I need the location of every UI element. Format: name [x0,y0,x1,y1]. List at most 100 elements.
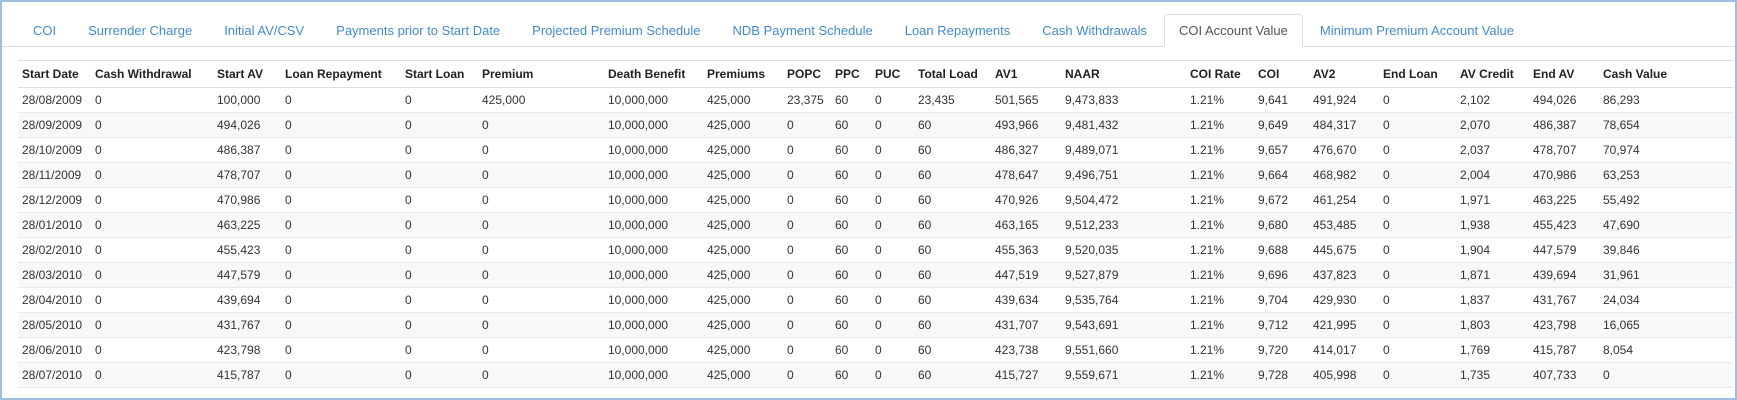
column-header-end-av: End AV [1529,60,1599,88]
cell: 31,961 [1599,262,1733,288]
cell: 425,000 [703,262,783,288]
cell: 447,579 [1529,237,1599,263]
cell: 470,926 [991,187,1061,213]
cell: 455,423 [1529,212,1599,238]
cell: 455,363 [991,237,1061,263]
cell: 9,481,432 [1061,112,1186,138]
cell: 0 [401,137,478,163]
cell: 0 [478,262,604,288]
cell: 10,000,000 [604,137,703,163]
table-header-row: Start Date Cash Withdrawal Start AV Loan Re… [18,60,1733,88]
cell: 0 [478,337,604,363]
tab-ndb-payment-schedule[interactable]: NDB Payment Schedule [732,23,873,38]
cell: 1.21% [1186,262,1254,288]
cell: 0 [91,212,213,238]
cell: 0 [871,262,914,288]
cell: 28/12/2009 [18,187,91,213]
table-row: 28/01/2010 0 463,225 0 0 0 10,000,000 425,000 0 6… [18,212,1733,238]
cell: 463,165 [991,212,1061,238]
cell: 491,924 [1309,87,1379,113]
cell: 0 [401,262,478,288]
tab-cash-withdrawals[interactable]: Cash Withdrawals [1042,23,1147,38]
cell: 453,485 [1309,212,1379,238]
cell: 0 [871,187,914,213]
cell: 0 [281,262,401,288]
cell: 10,000,000 [604,287,703,313]
column-header-av-credit: AV Credit [1456,60,1529,88]
table-row: 28/10/2009 0 486,387 0 0 0 10,000,000 425,000 0 6… [18,137,1733,163]
cell: 0 [1379,187,1456,213]
cell: 60 [831,162,871,188]
column-header-coi: COI [1254,60,1309,88]
cell: 1,871 [1456,262,1529,288]
cell: 494,026 [1529,87,1599,113]
cell: 0 [91,237,213,263]
cell: 9,680 [1254,212,1309,238]
cell: 486,327 [991,137,1061,163]
cell: 60 [914,237,991,263]
cell: 1.21% [1186,212,1254,238]
cell: 16,065 [1599,312,1733,338]
cell: 9,504,472 [1061,187,1186,213]
cell: 60 [831,262,871,288]
tab-initial-av-csv[interactable]: Initial AV/CSV [224,23,305,38]
cell: 1,904 [1456,237,1529,263]
tab-minimum-premium-account-value[interactable]: Minimum Premium Account Value [1319,23,1514,38]
cell: 0 [478,162,604,188]
tab-surrender-charge[interactable]: Surrender Charge [88,23,193,38]
column-header-end-loan: End Loan [1379,60,1456,88]
cell: 425,000 [703,362,783,388]
cell: 9,496,751 [1061,162,1186,188]
cell: 28/07/2010 [18,362,91,388]
cell: 463,225 [213,212,281,238]
column-header-premium: Premium [478,60,604,88]
cell: 8,054 [1599,337,1733,363]
cell: 10,000,000 [604,162,703,188]
column-header-total-load: Total Load [914,60,991,88]
tab-coi-account-value[interactable]: COI Account Value [1164,14,1303,47]
tab-payments-prior-to-start-date[interactable]: Payments prior to Start Date [336,23,501,38]
cell: 501,565 [991,87,1061,113]
cell: 9,641 [1254,87,1309,113]
cell: 425,000 [703,312,783,338]
cell: 0 [871,312,914,338]
tab-bar: COI Surrender Charge Initial AV/CSV Payment… [2,2,1735,47]
cell: 478,707 [213,162,281,188]
column-header-ppc: PPC [831,60,871,88]
cell: 0 [401,287,478,313]
cell: 0 [281,312,401,338]
cell: 23,435 [914,87,991,113]
cell: 0 [871,162,914,188]
column-header-death-benefit: Death Benefit [604,60,703,88]
cell: 100,000 [213,87,281,113]
cell: 9,559,671 [1061,362,1186,388]
cell: 455,423 [213,237,281,263]
cell: 0 [281,137,401,163]
table-row: 28/11/2009 0 478,707 0 0 0 10,000,000 425,000 0 6… [18,162,1733,188]
cell: 0 [783,312,831,338]
tab-coi[interactable]: COI [33,23,57,38]
cell: 0 [783,237,831,263]
cell: 28/08/2009 [18,87,91,113]
cell: 0 [91,137,213,163]
cell: 478,647 [991,162,1061,188]
cell: 60 [914,362,991,388]
cell: 0 [401,112,478,138]
cell: 0 [783,137,831,163]
cell: 0 [783,187,831,213]
cell: 423,738 [991,337,1061,363]
cell: 60 [914,262,991,288]
cell: 0 [401,87,478,113]
cell: 447,519 [991,262,1061,288]
cell: 425,000 [703,287,783,313]
tab-projected-premium-schedule[interactable]: Projected Premium Schedule [532,23,701,38]
table-row: 28/06/2010 0 423,798 0 0 0 10,000,000 425,000 0 6… [18,337,1733,363]
cell: 0 [1379,237,1456,263]
cell: 0 [281,187,401,213]
tab-loan-repayments[interactable]: Loan Repayments [904,23,1011,38]
cell: 0 [783,162,831,188]
cell: 0 [783,212,831,238]
coi-account-value-table: Start Date Cash Withdrawal Start AV Loan Re… [18,60,1733,388]
cell: 1.21% [1186,112,1254,138]
